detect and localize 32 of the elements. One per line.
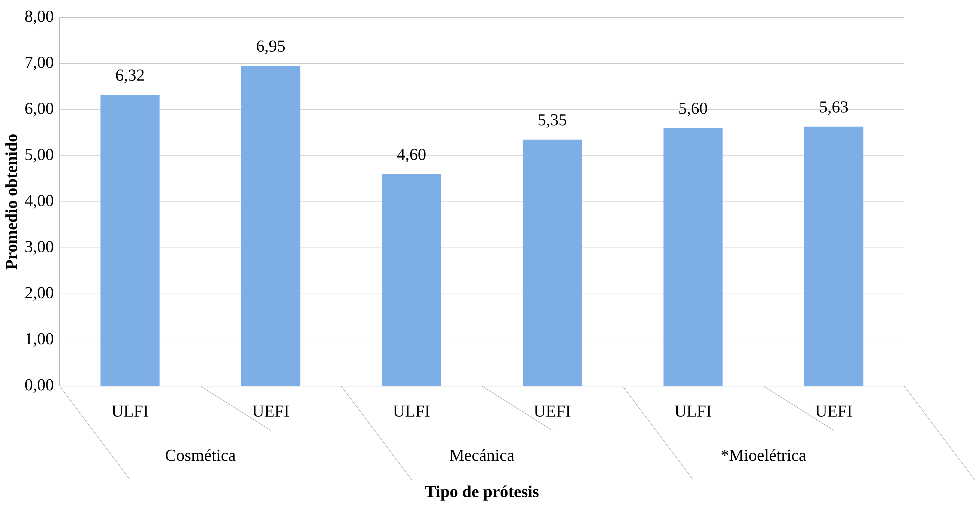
x-axis-title: Tipo de prótesis (425, 486, 539, 501)
bar (804, 126, 864, 386)
data-label: 5,60 (680, 102, 708, 116)
y-tick-label: 5,00 (26, 148, 54, 163)
data-label: 5,35 (538, 114, 567, 128)
x-tick-label: ULFI (675, 406, 712, 417)
y-tick-label: 6,00 (26, 102, 54, 117)
y-axis-title: Promedio obtenido (6, 134, 18, 270)
y-tick-label: 7,00 (26, 56, 54, 71)
bar (522, 140, 582, 386)
bar (382, 174, 442, 386)
x-tick-label: ULFI (394, 406, 430, 417)
y-tick-label: 4,00 (25, 195, 54, 209)
bar (100, 95, 160, 386)
bar (241, 66, 301, 386)
data-label: 6,32 (116, 70, 144, 84)
y-tick-label: 3,00 (26, 241, 54, 255)
text: *Mioelétrica (722, 449, 806, 462)
data-label: 4,60 (397, 148, 426, 163)
bar (664, 128, 723, 386)
text: Cosmética (166, 449, 236, 462)
text: Mecánica (450, 449, 514, 462)
y-tick-label: 0,00 (25, 379, 54, 394)
x-tick-label: UEFI (816, 406, 852, 417)
x-tick-label: UEFI (252, 406, 290, 417)
x-tick-label: ULFI (112, 406, 148, 417)
x-tick-label: UEFI (534, 406, 571, 417)
y-tick-label: 8,00 (25, 10, 54, 24)
data-label: 6,95 (257, 40, 286, 54)
y-tick-label: 2,00 (26, 287, 54, 301)
data-label: 5,63 (820, 101, 848, 116)
y-tick-label: 1,00 (26, 333, 54, 347)
